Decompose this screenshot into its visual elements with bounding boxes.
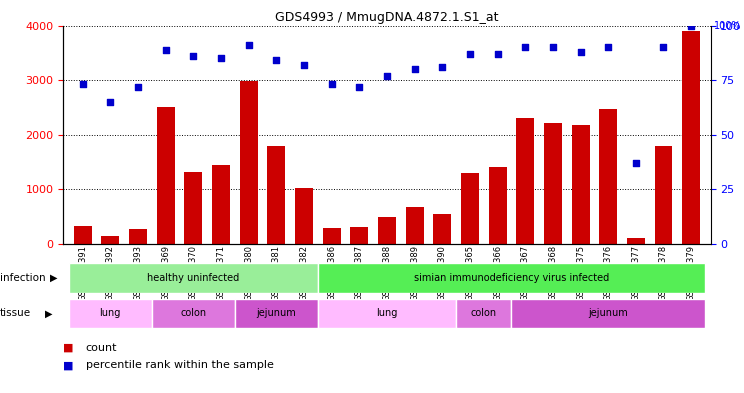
Bar [212,165,230,244]
Text: simian immunodeficiency virus infected: simian immunodeficiency virus infected [414,273,609,283]
Point [243,42,254,48]
Point [519,44,531,50]
Point [353,83,365,90]
Bar [101,236,119,244]
Text: count: count [86,343,117,353]
Bar [129,230,147,244]
Point [270,57,282,64]
Bar [318,299,456,328]
Point [77,81,89,88]
Point [685,22,697,29]
Text: lung: lung [376,309,397,318]
Bar [433,214,451,244]
Bar [682,31,700,244]
Bar [156,107,175,244]
Text: jejunum: jejunum [589,309,628,318]
Bar [185,172,202,244]
Bar [571,125,589,244]
Bar [350,227,368,244]
Bar [599,109,618,244]
Point [408,66,420,72]
Text: infection: infection [0,273,45,283]
Bar [235,299,318,328]
Text: 100%: 100% [714,20,742,31]
Bar [544,123,562,244]
Bar [68,263,318,293]
Point [298,62,310,68]
Bar [456,299,511,328]
Point [630,160,642,166]
Bar [378,217,396,244]
Bar [461,173,479,244]
Bar [655,145,673,244]
Bar [516,118,534,244]
Bar [323,228,341,244]
Bar [240,81,257,244]
Bar [74,226,92,244]
Bar [405,207,423,244]
Bar [627,238,645,244]
Point [132,83,144,90]
Bar [152,299,235,328]
Text: ▶: ▶ [45,309,52,318]
Text: tissue: tissue [0,309,31,318]
Point [658,44,670,50]
Bar [318,263,705,293]
Point [104,99,116,105]
Point [326,81,338,88]
Text: colon: colon [471,309,497,318]
Text: ■: ■ [63,360,74,371]
Point [547,44,559,50]
Bar [68,299,152,328]
Bar [511,299,705,328]
Bar [295,188,313,244]
Point [381,73,393,79]
Point [574,49,586,55]
Text: ■: ■ [63,343,74,353]
Point [464,51,476,57]
Point [215,55,227,61]
Point [160,46,172,53]
Text: percentile rank within the sample: percentile rank within the sample [86,360,274,371]
Bar [267,145,285,244]
Text: lung: lung [100,309,121,318]
Text: colon: colon [180,309,206,318]
Bar [489,167,507,244]
Point [602,44,614,50]
Point [187,53,199,59]
Point [492,51,504,57]
Point [436,64,448,70]
Title: GDS4993 / MmugDNA.4872.1.S1_at: GDS4993 / MmugDNA.4872.1.S1_at [275,11,498,24]
Text: healthy uninfected: healthy uninfected [147,273,240,283]
Text: ▶: ▶ [50,273,57,283]
Text: jejunum: jejunum [257,309,296,318]
